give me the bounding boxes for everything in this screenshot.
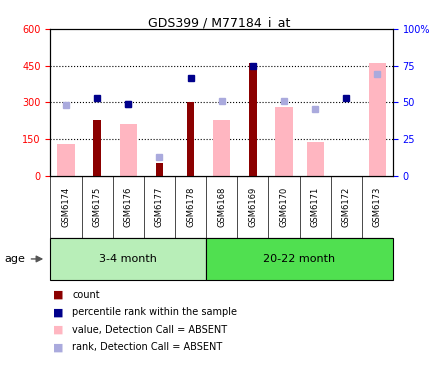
Bar [248, 63, 256, 176]
Text: percentile rank within the sample: percentile rank within the sample [72, 307, 237, 317]
Text: ■: ■ [53, 325, 63, 335]
Text: ■: ■ [53, 290, 63, 300]
Text: age: age [4, 254, 25, 264]
Text: GSM6175: GSM6175 [92, 187, 102, 227]
Text: ■: ■ [53, 342, 63, 352]
Bar [155, 164, 163, 176]
Text: GSM6177: GSM6177 [155, 187, 163, 227]
Bar [93, 120, 101, 176]
Text: GSM6171: GSM6171 [310, 187, 319, 227]
Bar [206, 238, 392, 280]
Bar [186, 102, 194, 176]
Text: 20-22 month: 20-22 month [263, 254, 335, 264]
Text: GSM6170: GSM6170 [279, 187, 288, 227]
Text: ■: ■ [53, 307, 63, 317]
Text: count: count [72, 290, 100, 300]
Bar [212, 120, 230, 176]
Text: GSM6169: GSM6169 [248, 187, 257, 227]
Bar [306, 142, 323, 176]
Text: GSM6172: GSM6172 [341, 187, 350, 227]
Text: GSM6174: GSM6174 [61, 187, 71, 227]
Bar [275, 107, 292, 176]
Bar [120, 124, 137, 176]
Text: GSM6173: GSM6173 [372, 187, 381, 227]
Text: GSM6176: GSM6176 [124, 187, 133, 227]
Bar [57, 144, 74, 176]
Text: GSM6168: GSM6168 [217, 187, 226, 227]
Text: GSM6178: GSM6178 [186, 187, 194, 227]
Text: value, Detection Call = ABSENT: value, Detection Call = ABSENT [72, 325, 227, 335]
Text: 3-4 month: 3-4 month [99, 254, 157, 264]
Text: rank, Detection Call = ABSENT: rank, Detection Call = ABSENT [72, 342, 222, 352]
Bar [368, 63, 385, 176]
Text: GDS399 / M77184_i_at: GDS399 / M77184_i_at [148, 16, 290, 30]
Bar [50, 238, 206, 280]
